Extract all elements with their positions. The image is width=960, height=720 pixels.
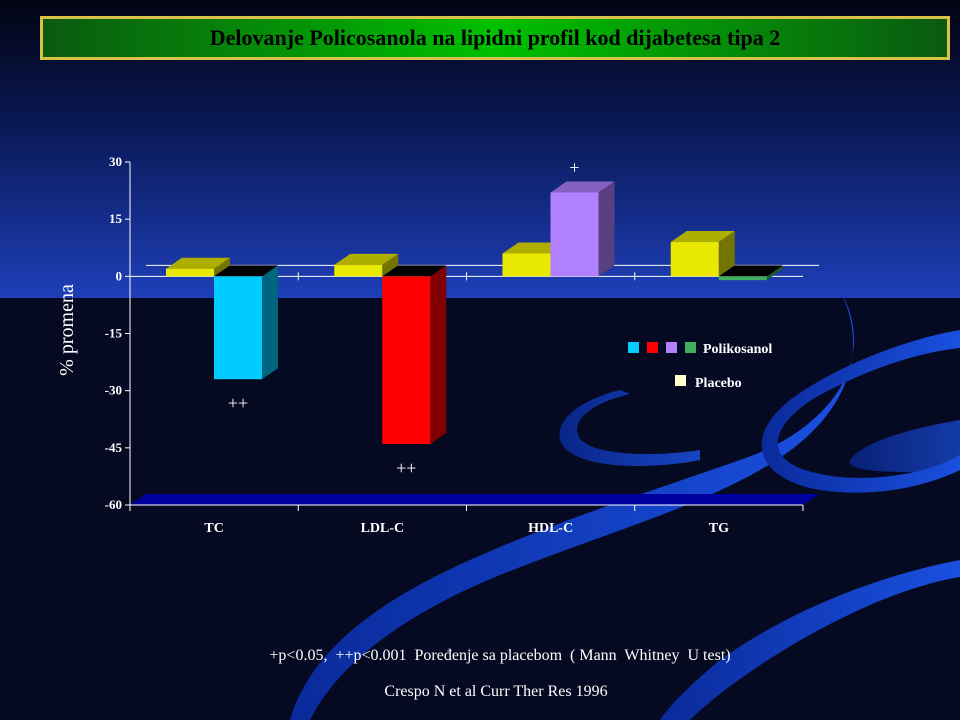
legend-swatch-polikosanol — [647, 342, 658, 353]
y-tick-label: -30 — [105, 383, 122, 398]
legend-swatch-polikosanol — [666, 342, 677, 353]
polikosanol-bar-top — [718, 265, 783, 277]
legend-swatch-polikosanol — [628, 342, 639, 353]
y-tick-label: 15 — [109, 211, 123, 226]
y-tick-label: -45 — [105, 440, 123, 455]
y-tick-label: 30 — [109, 154, 122, 169]
polikosanol-bar-front — [718, 276, 767, 281]
polikosanol-bar-top — [382, 265, 447, 277]
y-tick-label: 0 — [116, 268, 123, 283]
polikosanol-bar-top — [214, 265, 278, 277]
placebo-bar-top — [334, 253, 399, 265]
placebo-bar-front — [670, 242, 719, 277]
y-axis-title: % promena — [56, 284, 78, 376]
placebo-bar-top — [166, 257, 230, 269]
placebo-bar — [670, 231, 735, 277]
title-banner: Delovanje Policosanola na lipidni profil… — [40, 16, 950, 60]
significance-annotation: ++ — [396, 458, 416, 478]
polikosanol-bar-front — [214, 276, 262, 380]
slide-title: Delovanje Policosanola na lipidni profil… — [209, 25, 781, 50]
legend-swatch-polikosanol — [685, 342, 696, 353]
y-tick-label: -15 — [105, 326, 123, 341]
placebo-bar-front — [502, 253, 551, 277]
placebo-bar-side — [718, 231, 735, 277]
polikosanol-bar — [718, 265, 783, 281]
polikosanol-bar-side — [430, 265, 447, 445]
legend-label-polikosanol: Polikosanol — [703, 342, 772, 357]
placebo-bar-front — [334, 264, 383, 277]
polikosanol-bar-top — [550, 181, 615, 193]
y-tick-label: -60 — [105, 497, 122, 512]
placebo-bar-side — [382, 253, 399, 277]
significance-footnote: +p<0.05, ++p<0.001 Poređenje sa placebom… — [269, 647, 731, 664]
x-category-label: HDL-C — [528, 521, 573, 536]
swirl-decoration — [290, 290, 960, 720]
placebo-bar-front — [166, 268, 214, 277]
polikosanol-bar — [550, 181, 615, 277]
citation: Crespo N et al Curr Ther Res 1996 — [384, 683, 608, 700]
placebo-bar — [334, 253, 399, 277]
polikosanol-bar-side — [262, 265, 278, 380]
placebo-bar-top — [670, 231, 735, 243]
placebo-bar — [166, 257, 230, 277]
significance-annotation: ++ — [228, 393, 248, 413]
chart-floor — [130, 494, 819, 505]
x-category-label: LDL-C — [361, 521, 405, 536]
x-category-label: TG — [709, 521, 729, 536]
polikosanol-bar-front — [382, 276, 431, 445]
legend-label-placebo: Placebo — [695, 376, 742, 391]
polikosanol-bar-side — [598, 181, 615, 277]
significance-annotation: + — [569, 157, 579, 177]
legend-swatch-placebo — [675, 375, 686, 386]
x-category-label: TC — [204, 521, 223, 536]
polikosanol-bar-side — [766, 265, 783, 281]
polikosanol-bar-front — [550, 192, 599, 277]
polikosanol-bar — [214, 265, 278, 380]
placebo-bar-side — [214, 257, 230, 277]
legend: Polikosanol Placebo — [628, 342, 772, 391]
polikosanol-bar — [382, 265, 447, 445]
